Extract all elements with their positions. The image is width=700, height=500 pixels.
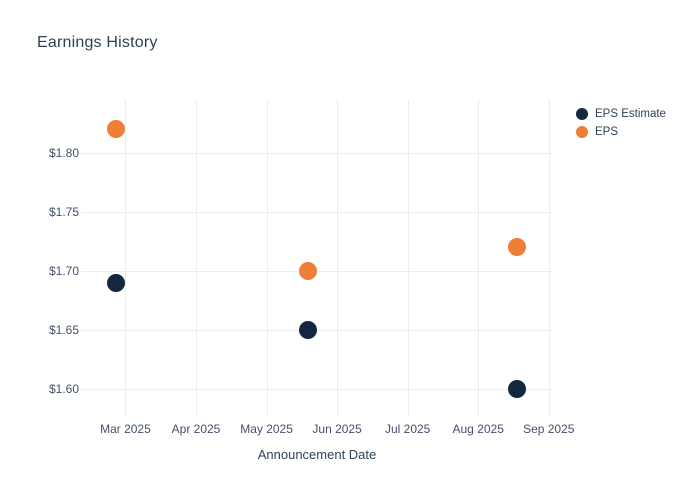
eps-marker-icon — [576, 126, 588, 138]
data-point-eps-estimate[interactable] — [106, 273, 125, 292]
data-point-eps[interactable] — [508, 238, 527, 257]
x-tick-label: Sep 2025 — [523, 422, 575, 436]
x-gridline — [478, 100, 480, 417]
x-gridline — [337, 100, 339, 417]
plot-area — [81, 100, 553, 417]
y-gridline — [81, 388, 553, 390]
legend: EPS Estimate EPS — [576, 105, 666, 141]
chart-title: Earnings History — [37, 34, 158, 51]
legend-label: EPS — [595, 126, 619, 138]
data-point-eps-estimate[interactable] — [299, 320, 318, 339]
x-gridline — [266, 100, 268, 417]
x-gridline — [196, 100, 197, 417]
y-gridline — [81, 211, 553, 213]
data-point-eps[interactable] — [299, 261, 318, 280]
y-tick-label: $1.80 — [48, 146, 79, 161]
x-gridline — [407, 100, 409, 417]
x-tick-label: Apr 2025 — [171, 422, 221, 436]
x-tick-label: Jun 2025 — [312, 422, 362, 436]
x-tick-label: Jul 2025 — [384, 422, 431, 436]
data-point-eps[interactable] — [106, 120, 125, 139]
x-tick-label: Aug 2025 — [452, 422, 504, 436]
x-gridline — [548, 100, 550, 417]
x-gridline — [125, 100, 127, 417]
y-tick-label: $1.75 — [48, 204, 79, 219]
x-axis-title: Announcement Date — [257, 447, 377, 462]
data-point-eps-estimate[interactable] — [508, 379, 527, 398]
legend-label: EPS Estimate — [595, 108, 666, 120]
legend-item-eps-estimate[interactable]: EPS Estimate — [576, 105, 666, 123]
y-tick-label: $1.70 — [48, 263, 79, 278]
y-gridline — [81, 153, 553, 155]
legend-item-eps[interactable]: EPS — [576, 123, 666, 141]
x-tick-label: May 2025 — [240, 422, 293, 436]
eps-estimate-marker-icon — [576, 108, 588, 120]
y-tick-label: $1.65 — [48, 322, 79, 337]
x-tick-label: Mar 2025 — [100, 422, 151, 436]
y-tick-label: $1.60 — [48, 381, 79, 396]
